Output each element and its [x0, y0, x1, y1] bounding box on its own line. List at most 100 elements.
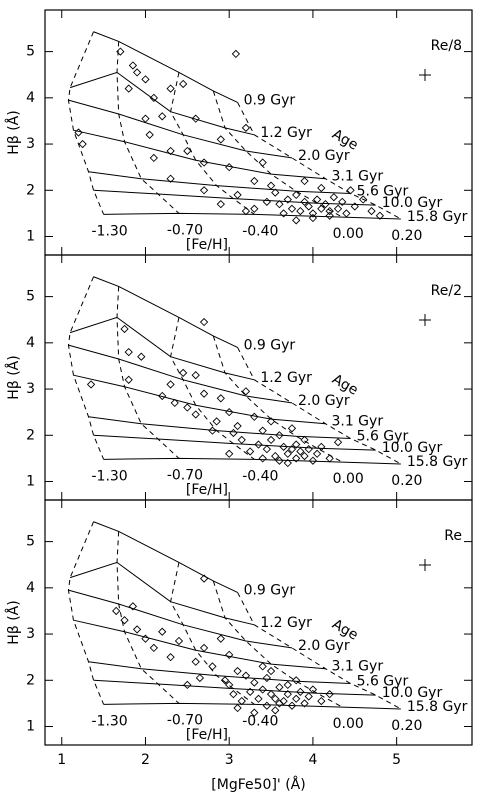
data-point [216, 634, 225, 643]
metallicity-line [237, 592, 402, 710]
data-point [191, 114, 200, 123]
data-point [166, 146, 175, 156]
y-tick-label: 1 [26, 229, 35, 245]
data-point [258, 426, 267, 435]
data-point [225, 449, 234, 458]
data-point [317, 183, 326, 193]
data-point [317, 204, 326, 213]
age-line [68, 99, 293, 159]
age-label: 15.8 Gyr [407, 699, 468, 715]
data-point [149, 643, 158, 653]
data-point [149, 93, 158, 102]
y-tick-label: 4 [26, 580, 35, 596]
metallicity-label: 0.00 [333, 471, 364, 487]
metallicity-line [67, 521, 105, 705]
panel-label: Re/2 [431, 283, 462, 299]
data-point [300, 176, 309, 186]
data-point [271, 451, 280, 461]
data-point [271, 188, 280, 197]
data-point [199, 389, 209, 398]
panel-label: Re [444, 528, 462, 544]
data-point [241, 206, 251, 216]
data-point [170, 398, 179, 408]
data-point [300, 451, 309, 461]
metallicity-title: [Fe/H] [186, 727, 228, 743]
data-point [266, 417, 276, 426]
data-point [231, 49, 241, 59]
data-point [233, 703, 242, 713]
data-point [287, 204, 297, 213]
data-point [287, 445, 297, 454]
data-point [250, 708, 259, 717]
metallicity-label: 0.20 [391, 228, 422, 244]
y-tick-label: 1 [26, 719, 35, 735]
data-point [275, 200, 284, 209]
data-point [254, 694, 263, 703]
data-point [308, 456, 318, 465]
data-point [241, 671, 251, 680]
data-point [287, 424, 297, 433]
data-point [296, 447, 305, 456]
data-point [141, 114, 150, 123]
data-point [250, 176, 259, 186]
y-axis-label: Hβ (Å) [5, 355, 22, 399]
age-line [103, 702, 401, 710]
data-point [191, 657, 200, 666]
data-point [199, 643, 209, 653]
data-point [266, 666, 276, 676]
data-point [321, 200, 330, 209]
data-point [132, 68, 142, 77]
age-label: 10.0 Gyr [382, 195, 443, 211]
data-point [137, 352, 146, 361]
metallicity-line [116, 41, 180, 214]
data-point [292, 216, 301, 225]
data-point [325, 206, 334, 216]
age-label: 15.8 Gyr [407, 454, 468, 470]
age-line [93, 276, 238, 348]
metallicity-title: [Fe/H] [186, 482, 228, 498]
metallicity-line [170, 562, 255, 705]
data-point [258, 158, 267, 167]
age-label: 3.1 Gyr [331, 659, 383, 675]
y-tick-label: 5 [26, 534, 35, 550]
data-point [300, 197, 309, 206]
age-label: 0.9 Gyr [244, 582, 296, 598]
metallicity-line [67, 276, 105, 460]
data-point [292, 440, 301, 449]
data-point [258, 454, 267, 463]
data-point [179, 368, 188, 378]
age-label: 1.2 Gyr [260, 370, 312, 386]
metallicity-label: -0.70 [167, 712, 203, 728]
data-point [266, 690, 276, 699]
data-point [325, 211, 334, 220]
age-line [93, 521, 238, 593]
data-point [367, 206, 376, 216]
data-point [296, 687, 305, 696]
data-point [266, 435, 276, 445]
data-point [120, 616, 129, 625]
data-point [166, 84, 175, 93]
data-point [245, 447, 255, 456]
data-point [333, 204, 343, 213]
data-point [132, 625, 142, 634]
data-point [283, 690, 292, 699]
data-point [233, 190, 242, 200]
metallicity-line [116, 286, 180, 459]
data-point [216, 135, 225, 144]
data-point [262, 701, 272, 710]
age-label: 3.1 Gyr [331, 414, 383, 430]
metallicity-line [170, 317, 255, 460]
data-point [183, 403, 192, 412]
metallicity-title: [Fe/H] [186, 237, 228, 253]
data-point [128, 61, 138, 70]
data-point [216, 200, 225, 209]
metallicity-label: -0.40 [242, 468, 278, 484]
plot-frame [44, 499, 473, 746]
age-line [88, 416, 351, 440]
data-point [304, 202, 313, 211]
data-point [283, 458, 292, 468]
data-point [312, 449, 322, 458]
data-point [191, 410, 200, 419]
data-point [183, 680, 192, 690]
